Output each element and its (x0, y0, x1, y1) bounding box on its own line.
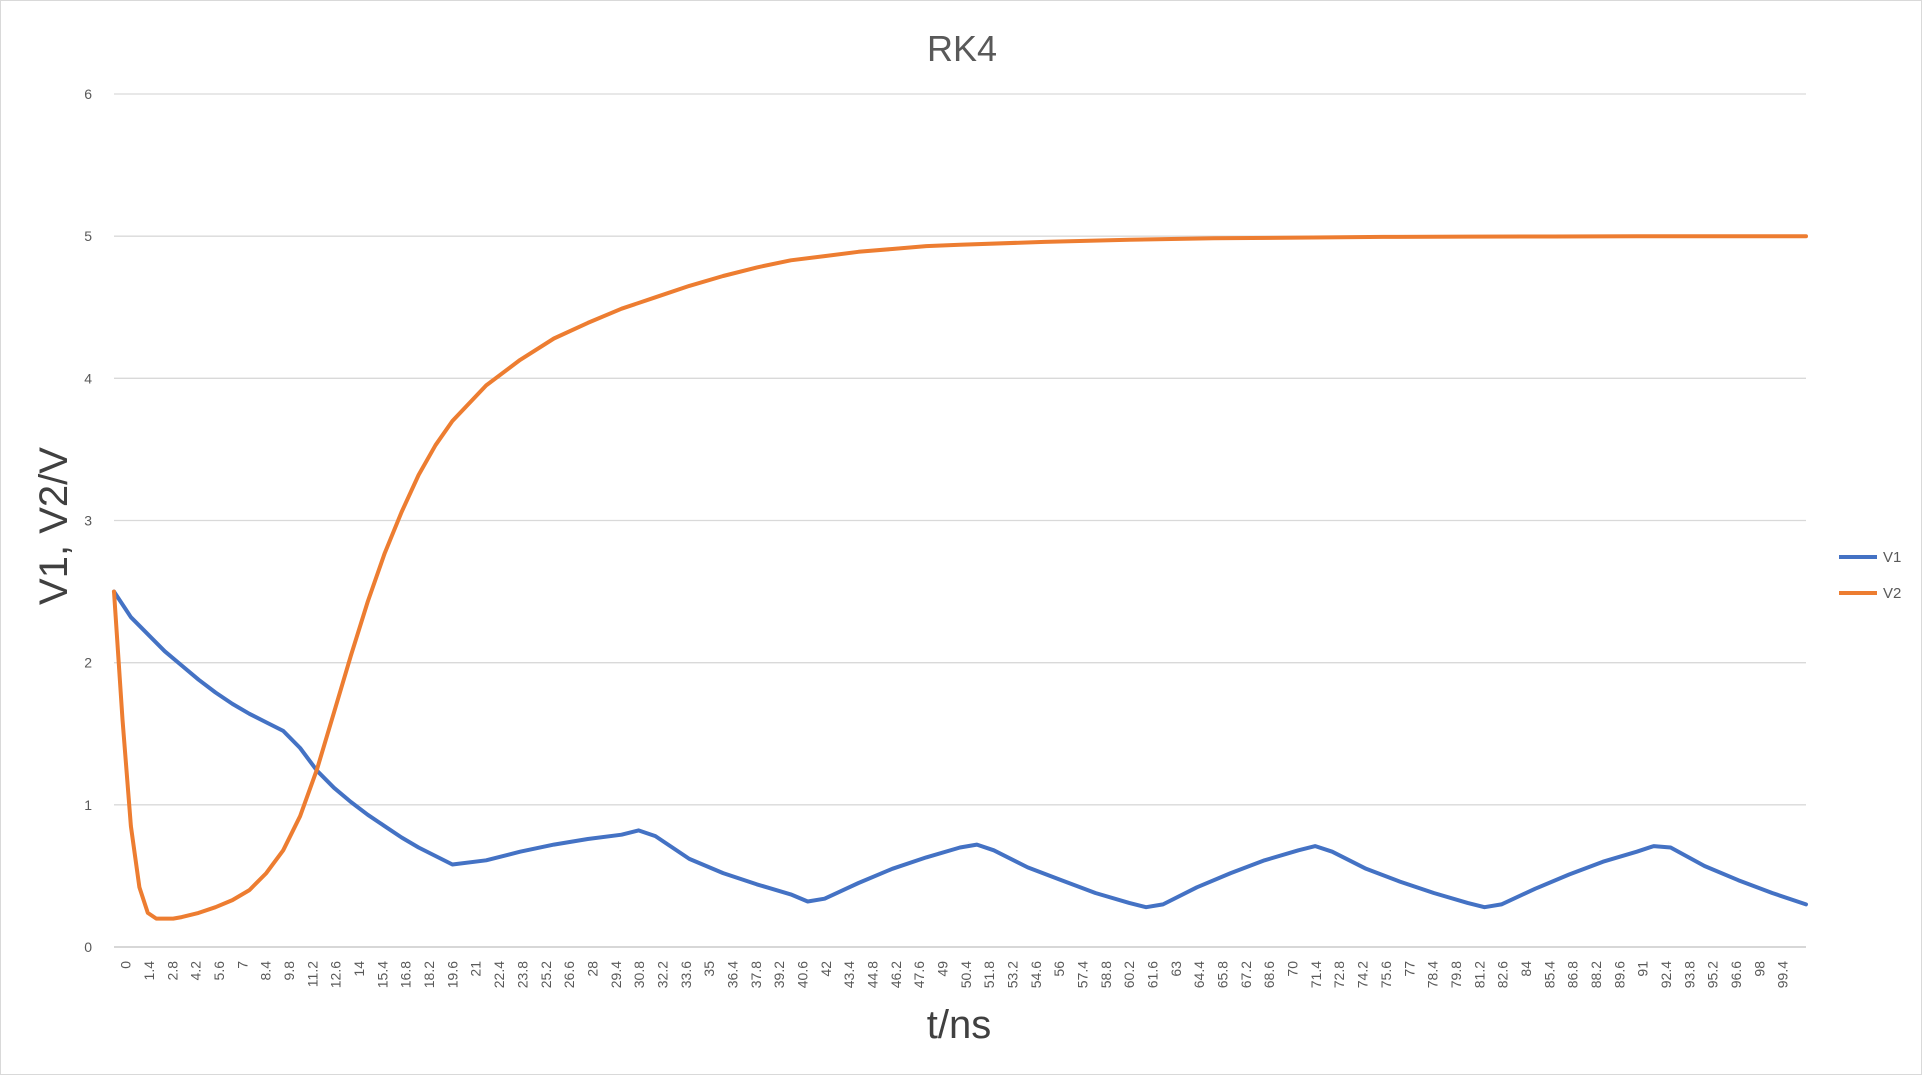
x-tick-label: 16.8 (398, 961, 414, 988)
series-line-v2 (112, 234, 1808, 921)
x-tick-label: 11.2 (304, 961, 320, 987)
x-tick-label: 74.2 (1355, 961, 1371, 988)
gridlines (114, 93, 1806, 948)
x-tick-label: 78.4 (1425, 961, 1441, 988)
x-tick-label: 98 (1751, 961, 1767, 977)
x-tick-label: 37.8 (748, 961, 764, 988)
x-tick-label: 60.2 (1121, 961, 1137, 988)
x-tick-label: 92.4 (1658, 961, 1674, 988)
x-tick-label: 0 (118, 961, 134, 969)
x-tick-label: 4.2 (188, 961, 204, 981)
x-tick-label: 77 (1401, 961, 1417, 977)
x-tick-label: 82.6 (1495, 961, 1511, 988)
legend-label-v2: V2 (1883, 585, 1901, 602)
x-tick-label: 72.8 (1331, 961, 1347, 988)
x-tick-label: 96.6 (1728, 961, 1744, 988)
y-tick-label: 5 (84, 228, 92, 244)
x-tick-label: 18.2 (421, 961, 437, 988)
x-tick-label: 75.6 (1378, 961, 1394, 988)
x-tick-label: 21 (468, 961, 484, 977)
y-axis-ticks: 0 1 2 3 4 5 6 (84, 86, 92, 955)
x-tick-label: 50.4 (958, 961, 974, 988)
x-tick-label: 79.8 (1448, 961, 1464, 988)
x-tick-label: 89.6 (1611, 961, 1627, 988)
x-tick-label: 81.2 (1471, 961, 1487, 988)
x-tick-label: 85.4 (1541, 961, 1557, 988)
y-tick-label: 2 (84, 655, 92, 671)
x-tick-label: 68.6 (1261, 961, 1277, 988)
y-tick-label: 6 (84, 86, 92, 102)
x-tick-label: 9.8 (281, 961, 297, 981)
x-tick-label: 64.4 (1191, 961, 1207, 988)
x-tick-label: 88.2 (1588, 961, 1604, 988)
x-tick-label: 63 (1168, 961, 1184, 977)
x-tick-label: 2.8 (164, 961, 180, 981)
x-tick-label: 67.2 (1238, 961, 1254, 988)
x-tick-label: 35 (701, 961, 717, 977)
x-tick-label: 8.4 (258, 961, 274, 981)
x-tick-label: 26.6 (561, 961, 577, 988)
x-tick-label: 93.8 (1681, 961, 1697, 988)
x-tick-label: 39.2 (771, 961, 787, 988)
x-tick-label: 91 (1635, 961, 1651, 977)
x-tick-label: 25.2 (538, 961, 554, 988)
x-tick-label: 44.8 (864, 961, 880, 988)
x-tick-label: 40.6 (794, 961, 810, 988)
x-tick-label: 22.4 (491, 961, 507, 988)
x-tick-label: 23.8 (514, 961, 530, 988)
x-tick-label: 28 (584, 961, 600, 977)
x-tick-label: 29.4 (608, 961, 624, 988)
x-tick-label: 7 (234, 961, 250, 969)
x-tick-label: 61.6 (1145, 961, 1161, 988)
x-tick-label: 86.8 (1565, 961, 1581, 988)
x-tick-label: 15.4 (374, 961, 390, 988)
x-tick-label: 95.2 (1705, 961, 1721, 988)
x-tick-label: 84 (1518, 961, 1534, 977)
x-tick-label: 51.8 (981, 961, 997, 988)
x-tick-label: 43.4 (841, 961, 857, 988)
x-tick-label: 56 (1051, 961, 1067, 977)
x-tick-label: 1.4 (141, 961, 157, 981)
series-line-v1 (112, 589, 1808, 910)
legend-label-v1: V1 (1883, 549, 1901, 566)
x-tick-label: 5.6 (211, 961, 227, 981)
x-tick-label: 30.8 (631, 961, 647, 988)
x-tick-label: 65.8 (1215, 961, 1231, 988)
y-axis-title: V1, V2/V (32, 447, 76, 605)
chart-title: RK4 (927, 28, 997, 69)
x-tick-label: 42 (818, 961, 834, 977)
series-lines (112, 234, 1808, 921)
x-tick-label: 71.4 (1308, 961, 1324, 988)
y-tick-label: 1 (84, 797, 92, 813)
y-tick-label: 4 (84, 370, 92, 386)
x-tick-label: 36.4 (724, 961, 740, 988)
x-tick-label: 32.2 (654, 961, 670, 988)
x-tick-label: 57.4 (1075, 961, 1091, 988)
legend: V1 V2 (1839, 549, 1901, 602)
x-tick-label: 58.8 (1098, 961, 1114, 988)
x-axis-title: t/ns (927, 1003, 991, 1047)
x-tick-label: 54.6 (1028, 961, 1044, 988)
x-tick-label: 99.4 (1775, 961, 1791, 988)
x-tick-label: 19.6 (444, 961, 460, 988)
x-axis-ticks: 0 1.4 2.8 4.2 5.6 7 8.4 9.8 11.2 12.6 14 15.4 16.8 18… (118, 961, 1791, 988)
y-tick-label: 0 (84, 939, 92, 955)
x-tick-label: 12.6 (328, 961, 344, 988)
x-tick-label: 33.6 (678, 961, 694, 988)
y-tick-label: 3 (84, 513, 92, 529)
x-tick-label: 14 (351, 961, 367, 977)
x-tick-label: 53.2 (1005, 961, 1021, 988)
x-tick-label: 46.2 (888, 961, 904, 988)
x-tick-label: 70 (1285, 961, 1301, 977)
x-tick-label: 49 (934, 961, 950, 977)
x-tick-label: 47.6 (911, 961, 927, 988)
